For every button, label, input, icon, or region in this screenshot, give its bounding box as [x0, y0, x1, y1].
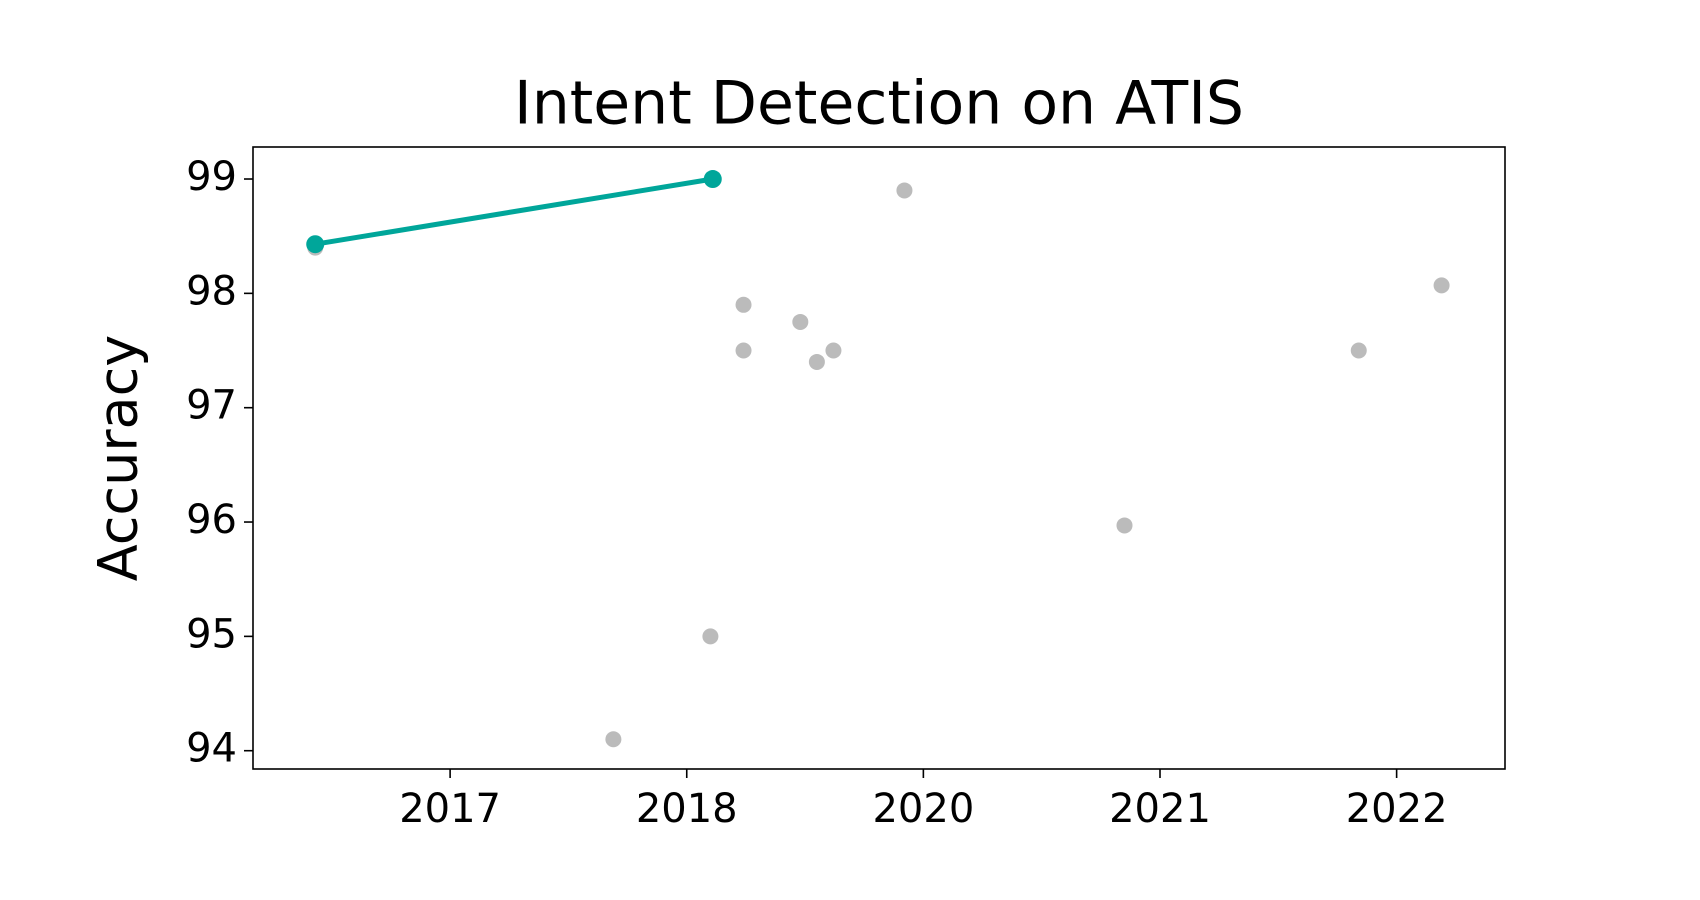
data-point — [825, 342, 842, 359]
line-marker — [703, 170, 722, 189]
y-axis-label: Accuracy — [87, 335, 150, 582]
data-point — [792, 313, 809, 330]
data-point — [1116, 517, 1133, 534]
x-tick-label: 2020 — [872, 786, 974, 832]
x-tick-label: 2018 — [636, 786, 738, 832]
line — [314, 176, 714, 247]
y-tick-label: 97 — [186, 383, 237, 429]
x-tick-label: 2021 — [1109, 786, 1211, 832]
data-point — [1350, 342, 1367, 359]
y-tick-label: 99 — [186, 154, 237, 200]
data-point — [605, 731, 622, 748]
line-marker — [306, 235, 325, 254]
data-point — [735, 342, 752, 359]
y-tick-label: 98 — [186, 268, 237, 314]
x-tick-label: 2022 — [1346, 786, 1448, 832]
data-point — [1433, 277, 1450, 294]
x-tick-label: 2017 — [399, 786, 501, 832]
data-point — [702, 628, 719, 645]
data-point — [896, 182, 913, 199]
y-tick-label: 95 — [186, 611, 237, 657]
y-tick-label: 96 — [186, 497, 237, 543]
data-point — [735, 296, 752, 313]
data-point — [808, 353, 825, 370]
chart-title: Intent Detection on ATIS — [514, 69, 1244, 139]
plot-frame — [252, 146, 1506, 770]
y-tick-label: 94 — [186, 726, 237, 772]
